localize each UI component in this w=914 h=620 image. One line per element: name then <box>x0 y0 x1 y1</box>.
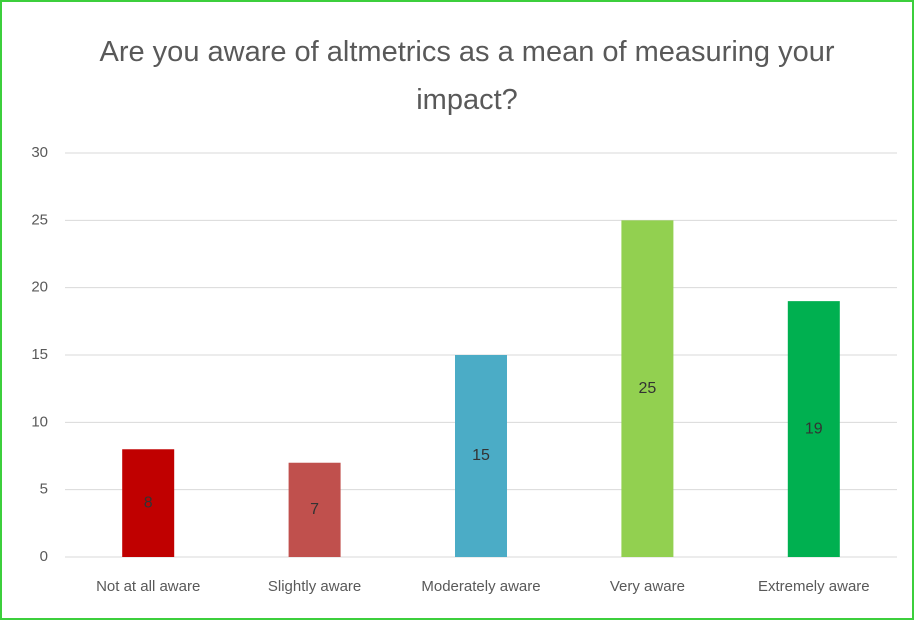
bar <box>787 301 840 557</box>
bar <box>122 449 175 557</box>
y-tick-label: 25 <box>31 211 48 228</box>
y-tick-label: 30 <box>31 144 48 161</box>
y-tick-label: 5 <box>40 481 48 498</box>
data-label: 15 <box>472 447 490 464</box>
y-tick-label: 10 <box>31 413 48 430</box>
x-tick-label: Moderately aware <box>421 578 540 595</box>
y-tick-label: 20 <box>31 279 48 296</box>
data-label: 19 <box>805 420 823 437</box>
x-tick-label: Extremely aware <box>758 578 870 595</box>
bar <box>455 355 507 557</box>
y-tick-label: 0 <box>40 548 48 565</box>
bar <box>621 220 674 558</box>
y-tick-label: 15 <box>31 346 48 363</box>
x-tick-label: Very aware <box>610 578 685 595</box>
data-label: 8 <box>144 494 153 511</box>
x-tick-label: Not at all aware <box>96 578 200 595</box>
data-label: 7 <box>310 501 319 518</box>
x-tick-label: Slightly aware <box>268 578 361 595</box>
data-label: 25 <box>639 380 657 397</box>
bar <box>288 462 341 557</box>
chart-title: Are you aware of altmetrics as a mean of… <box>99 36 835 116</box>
